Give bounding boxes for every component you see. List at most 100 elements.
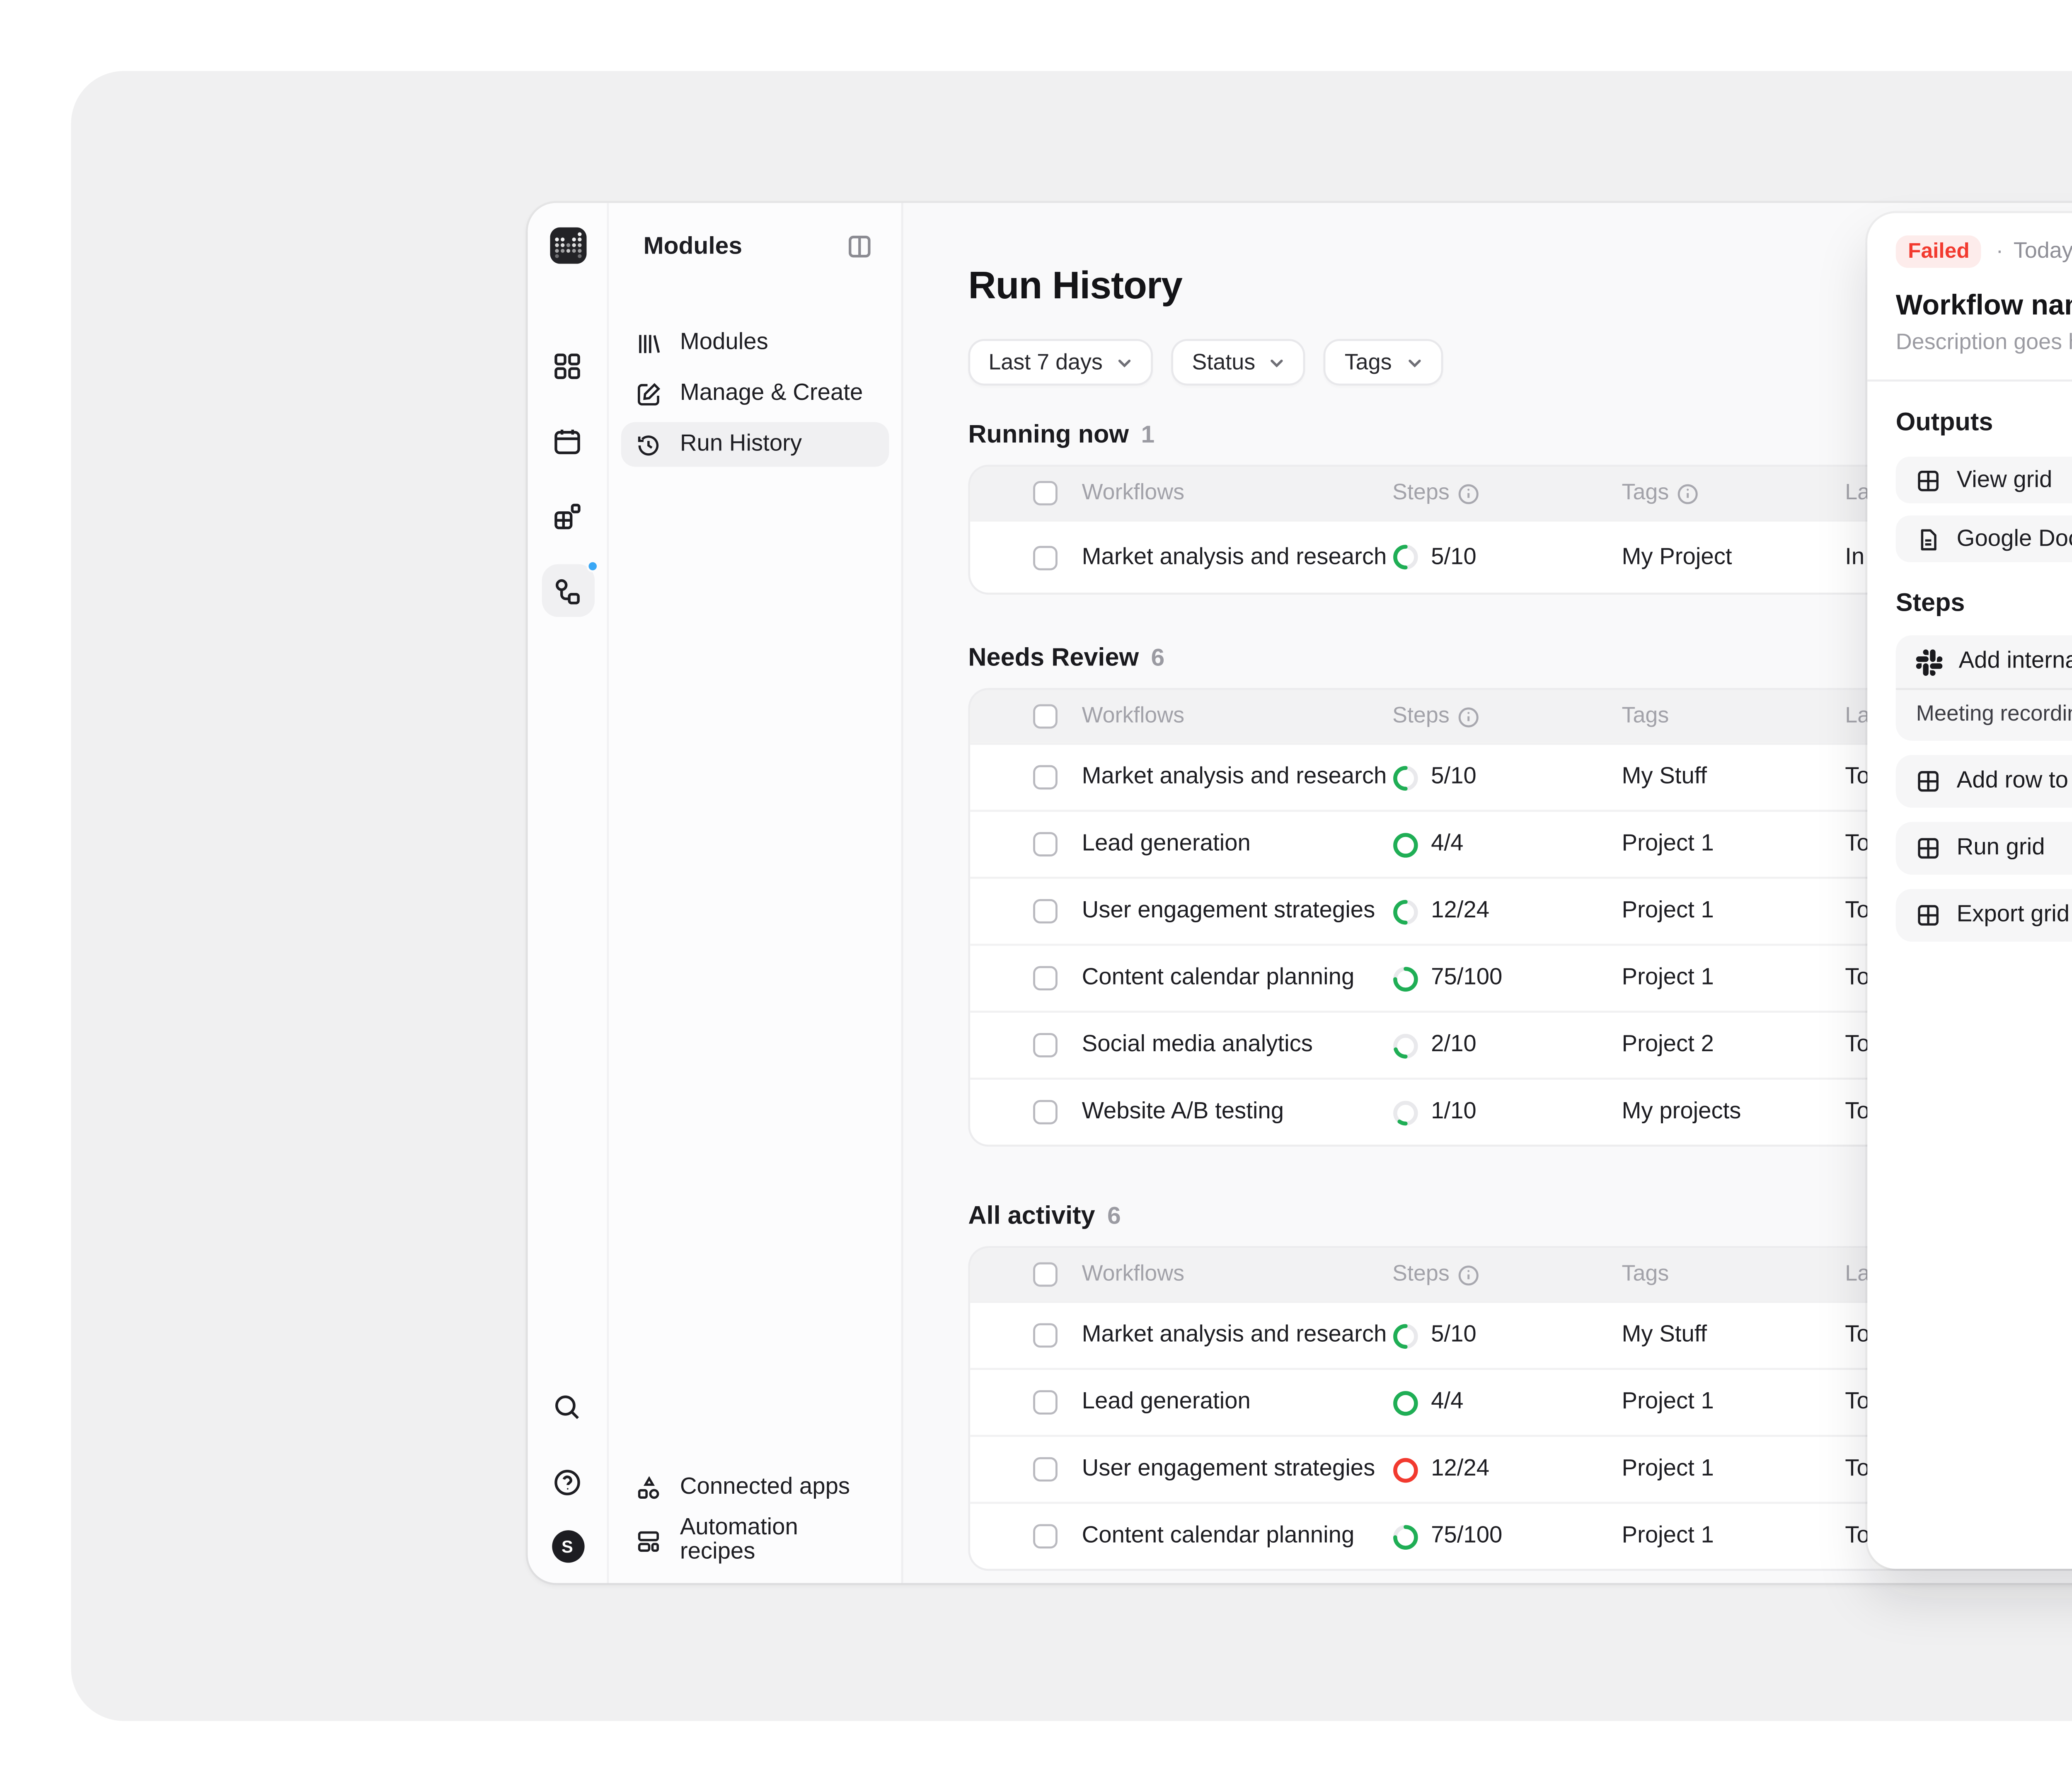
row-checkbox[interactable] (1033, 1033, 1058, 1057)
steps-count-cell: 1/10 (1431, 1100, 1477, 1125)
menu-item-label: Manage & Create (680, 381, 863, 406)
menu-item-modules[interactable]: Modules (621, 321, 889, 365)
select-all-checkbox[interactable] (1033, 704, 1058, 729)
sidebar-item-calendar[interactable] (541, 414, 593, 467)
workflow-name-cell: Social media analytics (1082, 1033, 1313, 1057)
steps-count-cell: 4/4 (1431, 1390, 1464, 1415)
menu-title: Modules (643, 231, 743, 260)
app-logo[interactable] (549, 227, 586, 264)
tag-cell: Project 1 (1622, 1390, 1714, 1415)
grid-icon (1918, 838, 1939, 859)
logo-dots-icon (549, 227, 586, 264)
menu-item-automation-recipes[interactable]: Automation recipes (621, 1516, 889, 1565)
workflow-description: Description goes here.... (1895, 331, 2072, 356)
progress-ring-icon (1393, 765, 1418, 790)
tag-cell: Project 2 (1622, 1033, 1714, 1057)
filter-tags[interactable]: Tags (1324, 339, 1443, 386)
info-icon[interactable] (1457, 705, 1480, 728)
workflow-name-cell: User engagement strategies (1082, 1457, 1375, 1482)
section-title: Running now (968, 420, 1129, 449)
progress-ring-icon (1393, 832, 1418, 857)
row-checkbox[interactable] (1033, 1524, 1058, 1549)
steps-count-cell: 75/100 (1431, 1524, 1503, 1549)
menu-item-label: Run History (680, 432, 802, 457)
info-icon[interactable] (1457, 1263, 1480, 1286)
filter-label: Last 7 days (988, 350, 1103, 375)
step-card: Add internal notes to meeting in Hubspot… (1895, 635, 2072, 741)
step-row[interactable]: Run grid (1896, 822, 2072, 875)
step-row[interactable]: Add internal notes to meeting in Hubspot (1896, 635, 2072, 688)
status-badge: Failed (1895, 234, 1982, 267)
section-heading: Needs Review 6 (968, 643, 2072, 672)
steps-count-cell: 4/4 (1431, 832, 1464, 856)
progress-ring-icon (1393, 1390, 1418, 1415)
chevron-down-icon (1408, 358, 1421, 367)
steps-count-cell: 2/10 (1431, 1033, 1477, 1057)
row-checkbox[interactable] (1033, 1100, 1058, 1125)
tag-cell: My Stuff (1622, 1323, 1707, 1348)
avatar[interactable]: S (551, 1530, 584, 1563)
row-checkbox[interactable] (1033, 1323, 1058, 1348)
filter-label: Tags (1344, 350, 1392, 375)
steps-list: Add internal notes to meeting in Hubspot… (1895, 635, 2072, 942)
row-checkbox[interactable] (1033, 899, 1058, 924)
sidebar-item-modules[interactable] (541, 489, 593, 542)
grid-icon (1918, 905, 1939, 926)
section-heading: All activity 6 (968, 1202, 2072, 1230)
help-button[interactable] (541, 1455, 593, 1508)
panel-toggle-button[interactable] (846, 232, 873, 259)
menu-item-connected-apps[interactable]: Connected apps (621, 1465, 889, 1510)
filter-date-range[interactable]: Last 7 days (968, 339, 1154, 386)
step-error-message: Meeting recording on Aug 13, 09:28 AM is… (1895, 688, 2072, 740)
workflow-name-cell: Market analysis and research (1082, 765, 1387, 790)
row-checkbox[interactable] (1033, 966, 1058, 991)
avatar-initial: S (562, 1536, 573, 1557)
calendar-icon (554, 428, 580, 453)
sidebar-item-dashboard[interactable] (541, 339, 593, 392)
menu-item-manage-create[interactable]: Manage & Create (621, 371, 889, 416)
output-row[interactable]: Google Doc (1895, 515, 2072, 562)
progress-ring-icon (1393, 544, 1418, 570)
bars-icon (639, 334, 660, 352)
menu-item-run-history[interactable]: Run History (621, 422, 889, 467)
steps-count-cell: 5/10 (1431, 545, 1477, 569)
column-last-run: La (1845, 704, 1870, 729)
info-icon[interactable] (1457, 482, 1480, 504)
row-checkbox[interactable] (1033, 1457, 1058, 1482)
step-row[interactable]: Add row to grid (1896, 755, 2072, 808)
section-title: All activity (968, 1201, 1095, 1230)
row-checkbox[interactable] (1033, 1390, 1058, 1415)
steps-count-cell: 5/10 (1431, 765, 1477, 790)
menu-footer: Connected apps Automation recipes (609, 1465, 901, 1565)
filters-bar: Last 7 days Status Tags (968, 339, 2072, 386)
last-run-cell: To (1845, 832, 1870, 856)
row-checkbox[interactable] (1033, 832, 1058, 856)
filter-status[interactable]: Status (1172, 339, 1306, 386)
search-button[interactable] (541, 1380, 593, 1433)
step-label: Export grid (1956, 903, 2070, 928)
panel-header: Failed · Today, 14:35 (1895, 233, 2072, 268)
page-title: Run History (968, 266, 1183, 309)
row-checkbox[interactable] (1033, 545, 1058, 569)
steps-count-cell: 75/100 (1431, 966, 1503, 991)
select-all-checkbox[interactable] (1033, 481, 1058, 506)
info-icon[interactable] (1677, 482, 1699, 504)
progress-ring-icon (1393, 1100, 1418, 1125)
step-label: Add row to grid (1956, 769, 2072, 794)
sidebar-item-workflows[interactable] (541, 560, 598, 617)
last-run-cell: To (1845, 765, 1870, 790)
step-label: Run grid (1956, 836, 2045, 861)
run-timestamp: Today, 14:35 (2013, 238, 2072, 263)
step-row[interactable]: Export grid (1896, 889, 2072, 941)
tag-cell: Project 1 (1622, 832, 1714, 856)
select-all-checkbox[interactable] (1033, 1262, 1058, 1287)
row-checkbox[interactable] (1033, 765, 1058, 790)
column-tags: Tags (1622, 481, 1669, 506)
output-row[interactable]: View grid (1895, 457, 2072, 503)
step-card: Export grid (1895, 889, 2072, 942)
steps-count-cell: 5/10 (1431, 1323, 1477, 1348)
layout-icon (638, 1530, 659, 1551)
last-run-cell: To (1845, 899, 1870, 924)
workflow-name-cell: Market analysis and research (1082, 1323, 1387, 1348)
